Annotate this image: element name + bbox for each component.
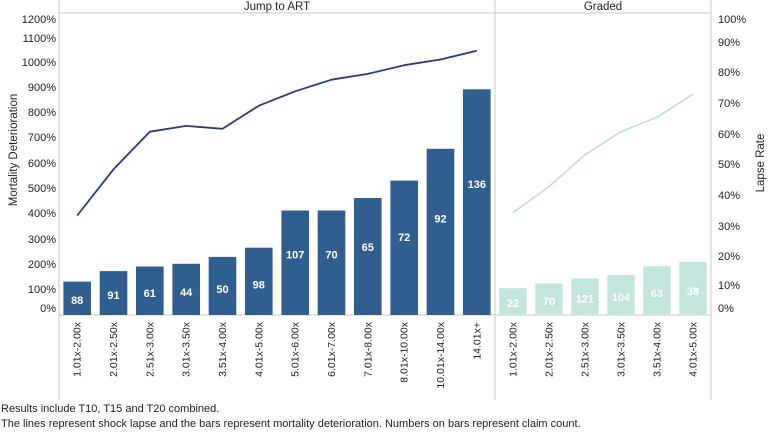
y-left-tick-label: 1200% [22, 14, 56, 26]
bar-claim-count: 44 [180, 287, 193, 299]
x-category-label: 3.51x-4.00x [652, 321, 664, 377]
x-category-label: 2.51x-3.00x [144, 321, 156, 377]
y-right-tick-label: 60% [718, 129, 740, 141]
y-left-tick-label: 900% [28, 82, 56, 94]
bar [463, 89, 491, 315]
bar [172, 263, 200, 315]
x-category-label: 1.01x-2.00x [72, 321, 84, 377]
x-category-label: 7.01x-8.00x [362, 321, 374, 377]
x-category-label: 14.01x+ [471, 322, 483, 360]
y-left-tick-label: 800% [28, 107, 56, 119]
bar [571, 278, 599, 315]
x-category-label: 1.01x-2.00x [508, 321, 520, 377]
bar [643, 266, 671, 315]
bar-claim-count: 50 [216, 284, 228, 296]
x-category-label: 2.01x-2.50x [108, 321, 120, 377]
note-line-2: The lines represent shock lapse and the … [1, 418, 581, 430]
bar-claim-count: 91 [107, 290, 119, 302]
bar-claim-count: 70 [325, 249, 337, 261]
y-right-axis-title: Lapse Rate [755, 134, 767, 193]
y-right-tick-label: 100% [718, 14, 746, 26]
y-left-tick-label: 500% [28, 183, 56, 195]
bar [136, 266, 164, 315]
y-left-tick-label: 700% [28, 132, 56, 144]
x-category-label: 4.01x-5.00x [253, 321, 265, 377]
y-left-tick-label: 0% [40, 303, 56, 315]
lapse-rate-line [76, 49, 478, 217]
bar [63, 281, 91, 315]
x-category-label: 10.01x-14.00x [435, 321, 447, 388]
x-category-label: 3.01x-3.50x [616, 321, 628, 377]
bar [535, 283, 563, 315]
x-category-label: 5.01x-6.00x [290, 321, 302, 377]
bar [317, 210, 346, 315]
x-category-label: 4.01x-5.00x [688, 321, 700, 377]
y-left-tick-label: 300% [28, 234, 56, 246]
bar-claim-count: 98 [253, 280, 265, 292]
bar-claim-count: 121 [576, 294, 594, 306]
bar-claim-count: 107 [286, 249, 304, 261]
bar-claim-count: 65 [362, 242, 374, 254]
bar-claim-count: 72 [398, 232, 410, 244]
panel-title: Jump to ART [244, 1, 310, 13]
bar [208, 256, 237, 315]
bar [281, 210, 309, 315]
bar [390, 180, 418, 315]
y-right-tick-label: 90% [718, 37, 740, 49]
y-right-tick-label: 20% [718, 251, 740, 263]
y-right-tick-label: 40% [718, 190, 740, 202]
bar [426, 148, 455, 315]
y-left-tick-label: 400% [28, 208, 56, 220]
bar [679, 262, 707, 315]
bar [245, 247, 273, 315]
y-left-tick-label: 600% [28, 158, 56, 170]
bar [99, 271, 128, 315]
bar-claim-count: 88 [71, 295, 83, 307]
x-category-label: 3.51x-4.00x [217, 321, 229, 377]
x-category-label: 8.01x-10.00x [399, 321, 411, 382]
x-category-label: 3.01x-3.50x [181, 321, 193, 377]
y-right-tick-label: 80% [718, 67, 740, 79]
bar-claim-count: 104 [612, 292, 631, 304]
y-left-tick-label: 100% [28, 284, 56, 296]
bar-claim-count: 38 [687, 286, 699, 298]
bar-claim-count: 136 [468, 179, 486, 191]
lapse-lines [76, 49, 694, 217]
bar-claim-count: 63 [651, 288, 663, 300]
bars [63, 89, 707, 315]
y-right-tick-label: 70% [718, 98, 740, 110]
bar-claim-count: 70 [543, 296, 555, 308]
y-right-tick-label: 0% [718, 303, 734, 315]
x-category-label: 2.01x-2.50x [544, 321, 556, 377]
note-line-1: Results include T10, T15 and T20 combine… [1, 403, 220, 415]
bar [499, 288, 527, 315]
frame-lines [58, 0, 712, 400]
bar-claim-count: 92 [434, 214, 446, 226]
y-left-tick-label: 200% [28, 259, 56, 271]
x-category-label: 6.01x-7.00x [326, 321, 338, 377]
y-left-tick-label: 1000% [22, 57, 56, 69]
y-right-tick-label: 30% [718, 221, 740, 233]
bar-claim-count: 22 [507, 298, 519, 310]
bar [607, 274, 635, 315]
y-right-tick-label: 50% [718, 159, 740, 171]
panel-title: Graded [584, 1, 622, 13]
y-left-axis-title: Mortality Deterioration [8, 94, 20, 206]
labels: 1200%1100%1000%900%800%700%600%500%400%3… [8, 1, 767, 389]
bar-claim-count: 61 [144, 288, 156, 300]
x-category-label: 2.51x-3.00x [580, 321, 592, 377]
y-right-tick-label: 10% [718, 280, 740, 292]
y-left-tick-label: 1100% [23, 33, 57, 45]
lapse-rate-line [512, 93, 694, 214]
bar [354, 198, 382, 315]
